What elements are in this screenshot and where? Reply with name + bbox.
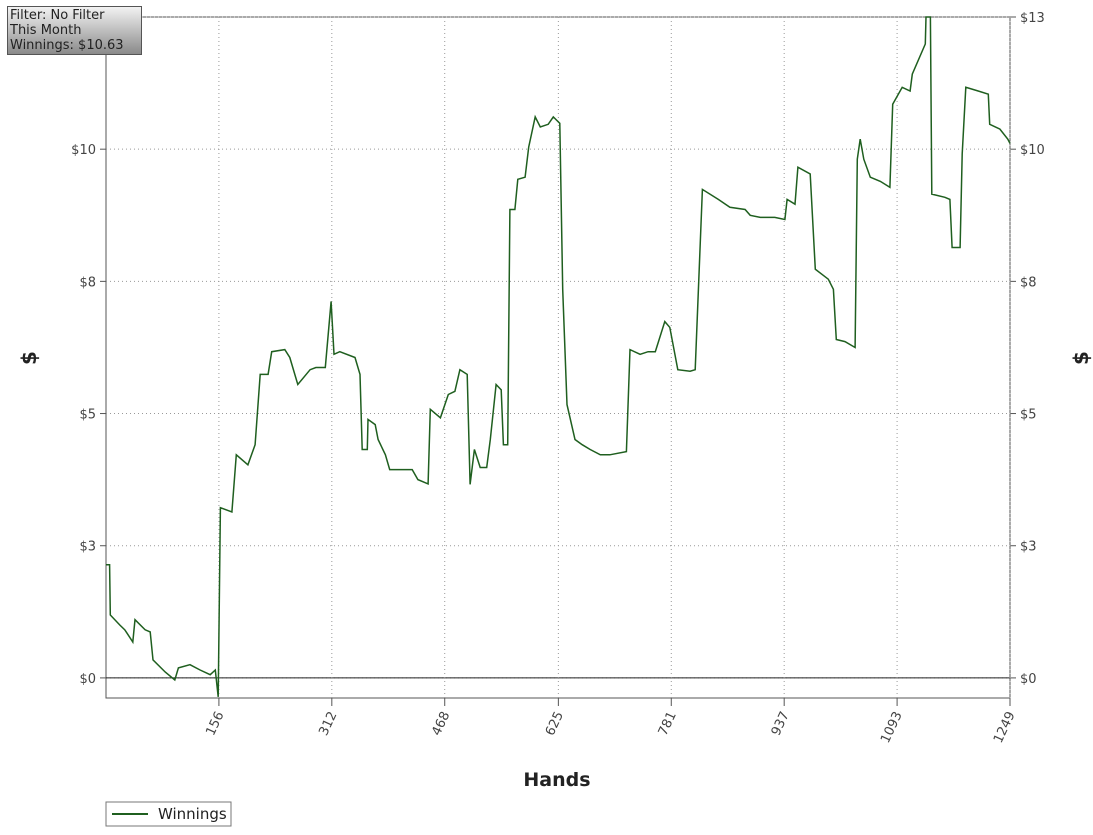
x-axis-label: Hands: [523, 769, 590, 791]
y-tick-label: $3: [79, 540, 96, 555]
y-tick-label: $10: [71, 143, 96, 158]
x-tick-label: 1093: [878, 709, 906, 745]
winnings-text: Winnings: $10.63: [10, 38, 124, 53]
y-tick-label: $5: [79, 408, 96, 423]
x-tick-label: 156: [203, 709, 227, 738]
y2-tick-label: $13: [1020, 11, 1045, 26]
y2-tick-label: $10: [1020, 143, 1045, 158]
x-tick-label: 1249: [991, 709, 1019, 745]
y-axis-label: $: [17, 351, 41, 365]
series-line: [106, 16, 1011, 697]
info-box: Filter: No Filter This Month Winnings: $…: [7, 6, 142, 55]
period-text: This Month: [10, 23, 82, 38]
y-tick-label: $8: [79, 275, 96, 290]
y2-tick-label: $8: [1020, 275, 1037, 290]
filter-text: Filter: No Filter: [10, 8, 105, 23]
y2-axis-label: $: [1069, 351, 1093, 365]
y2-tick-label: $3: [1020, 540, 1037, 555]
y2-tick-label: $0: [1020, 672, 1037, 687]
legend-label: Winnings: [158, 805, 227, 823]
y-tick-label: $0: [79, 672, 96, 687]
x-tick-label: 781: [656, 709, 680, 738]
x-tick-label: 312: [316, 709, 340, 738]
y2-tick-label: $5: [1020, 408, 1037, 423]
x-tick-label: 625: [543, 709, 567, 738]
x-tick-label: 937: [769, 709, 793, 738]
x-tick-label: 468: [429, 709, 453, 738]
